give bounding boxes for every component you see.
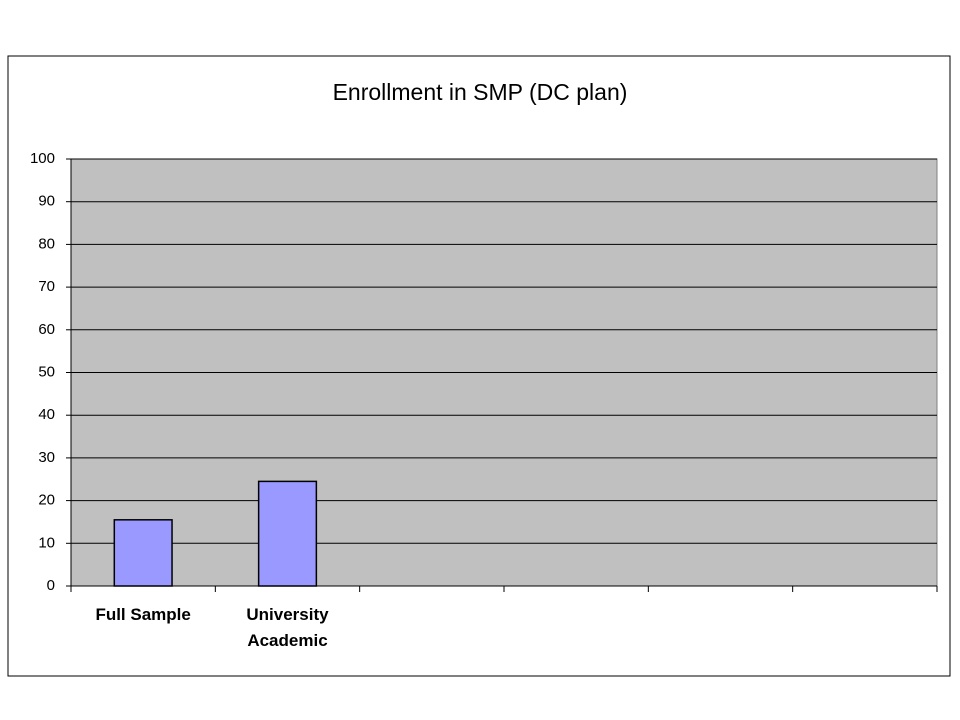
x-tick-label: University Academic (246, 605, 329, 650)
y-tick-label: 90 (38, 193, 55, 210)
y-tick-label: 10 (38, 534, 55, 551)
y-tick-label: 60 (38, 321, 55, 338)
bar (113, 519, 173, 587)
x-tick-label: Full Sample (95, 605, 191, 624)
bar (257, 480, 318, 587)
y-tick-label: 50 (38, 363, 55, 380)
y-tick-label: 80 (38, 235, 55, 252)
y-tick-label: 40 (38, 406, 55, 423)
chart-title: Enrollment in SMP (DC plan) (333, 79, 628, 105)
y-tick-label: 30 (38, 449, 55, 466)
y-tick-label: 100 (30, 150, 55, 167)
y-tick-label: 0 (47, 577, 55, 594)
y-tick-label: 20 (38, 492, 55, 509)
y-tick-label: 70 (38, 278, 55, 295)
